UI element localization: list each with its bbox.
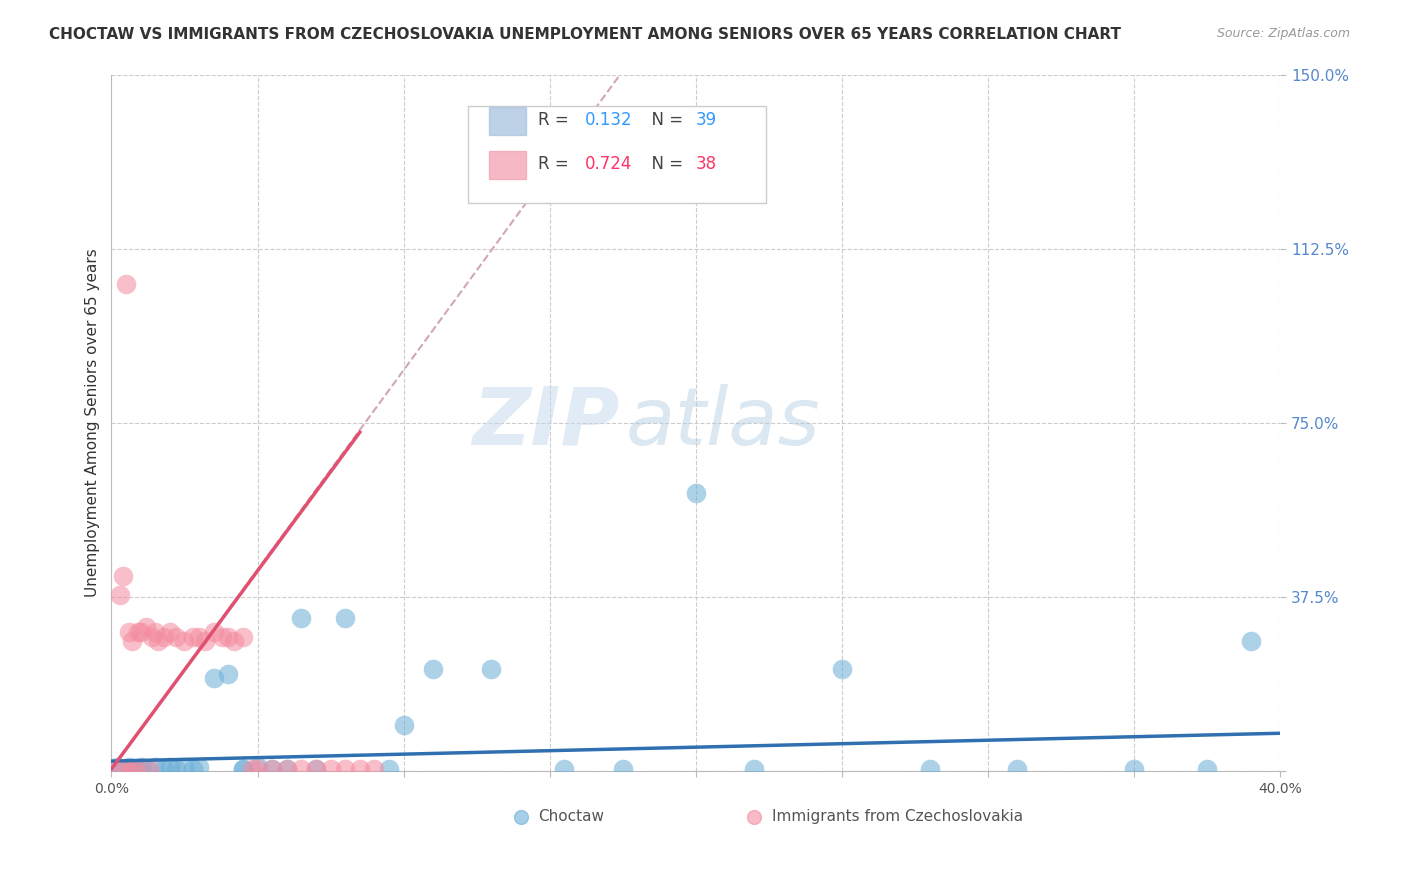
Text: atlas: atlas (626, 384, 821, 462)
Point (153, 762, 176, 776)
Point (194, 634, 217, 648)
Point (211, 630, 233, 644)
Point (115, 277, 138, 291)
Point (121, 762, 143, 776)
Point (217, 666, 239, 681)
Point (108, 588, 131, 602)
Text: Immigrants from Czechoslovakia: Immigrants from Czechoslovakia (772, 809, 1024, 824)
Point (129, 760, 152, 774)
Point (276, 762, 298, 776)
Point (202, 624, 225, 639)
Point (349, 762, 371, 776)
Point (246, 760, 269, 774)
Point (202, 672, 225, 686)
Point (112, 569, 135, 583)
Point (135, 620, 157, 634)
Point (188, 630, 211, 644)
Point (918, 762, 941, 776)
Point (118, 624, 141, 639)
Point (181, 762, 204, 776)
Point (135, 762, 157, 776)
Point (232, 762, 254, 776)
Point (181, 630, 204, 644)
Point (143, 760, 166, 774)
Point (1007, 762, 1029, 776)
Point (141, 630, 163, 644)
FancyBboxPatch shape (489, 107, 526, 136)
Point (124, 762, 146, 776)
FancyBboxPatch shape (489, 151, 526, 179)
Point (165, 762, 187, 776)
Point (173, 760, 195, 774)
Point (612, 762, 634, 776)
Text: R =: R = (538, 111, 574, 128)
Point (831, 662, 853, 676)
Point (112, 762, 135, 776)
Point (240, 762, 263, 776)
Text: 38: 38 (696, 154, 717, 173)
Point (138, 762, 160, 776)
Point (363, 762, 385, 776)
Point (165, 630, 187, 644)
FancyBboxPatch shape (468, 106, 766, 203)
Point (232, 762, 254, 776)
Point (232, 630, 254, 644)
Point (335, 611, 357, 625)
Text: N =: N = (641, 111, 689, 128)
Point (305, 762, 328, 776)
Point (1240, 634, 1263, 648)
Point (276, 762, 298, 776)
Point (105, 762, 128, 776)
Point (290, 611, 312, 625)
Text: Source: ZipAtlas.com: Source: ZipAtlas.com (1216, 27, 1350, 40)
Point (392, 718, 415, 732)
Point (479, 662, 502, 676)
Point (290, 762, 312, 776)
Text: Choctaw: Choctaw (538, 809, 605, 824)
Point (378, 762, 401, 776)
Point (153, 630, 176, 644)
Text: 0.132: 0.132 (585, 111, 633, 128)
Point (115, 762, 138, 776)
Point (246, 762, 269, 776)
Y-axis label: Unemployment Among Seniors over 65 years: Unemployment Among Seniors over 65 years (86, 249, 100, 598)
Point (422, 662, 444, 676)
Point (319, 762, 342, 776)
Point (127, 624, 149, 639)
Point (146, 634, 169, 648)
Point (1123, 762, 1146, 776)
Point (173, 634, 195, 648)
Point (262, 762, 284, 776)
Point (217, 630, 239, 644)
Point (127, 762, 149, 776)
Point (159, 624, 181, 639)
Point (124, 762, 146, 776)
Point (121, 634, 143, 648)
Point (118, 760, 141, 774)
Point (159, 760, 181, 774)
Point (143, 624, 166, 639)
Point (685, 485, 707, 500)
Point (121, 762, 143, 776)
Text: 0.724: 0.724 (585, 154, 633, 173)
Point (553, 762, 575, 776)
Point (335, 762, 357, 776)
Point (224, 634, 246, 648)
Point (744, 762, 766, 776)
Point (305, 762, 328, 776)
Point (105, 760, 128, 774)
Text: N =: N = (641, 154, 689, 173)
Text: R =: R = (538, 154, 574, 173)
Point (262, 762, 284, 776)
Text: CHOCTAW VS IMMIGRANTS FROM CZECHOSLOVAKIA UNEMPLOYMENT AMONG SENIORS OVER 65 YEA: CHOCTAW VS IMMIGRANTS FROM CZECHOSLOVAKI… (49, 27, 1121, 42)
Text: 39: 39 (696, 111, 717, 128)
Point (129, 624, 152, 639)
Text: ZIP: ZIP (472, 384, 620, 462)
Point (1197, 762, 1219, 776)
Point (188, 760, 211, 774)
